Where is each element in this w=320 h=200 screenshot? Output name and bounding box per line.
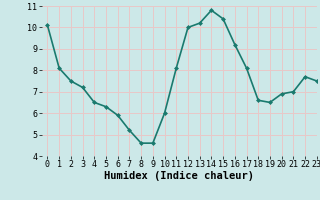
X-axis label: Humidex (Indice chaleur): Humidex (Indice chaleur) (104, 171, 254, 181)
